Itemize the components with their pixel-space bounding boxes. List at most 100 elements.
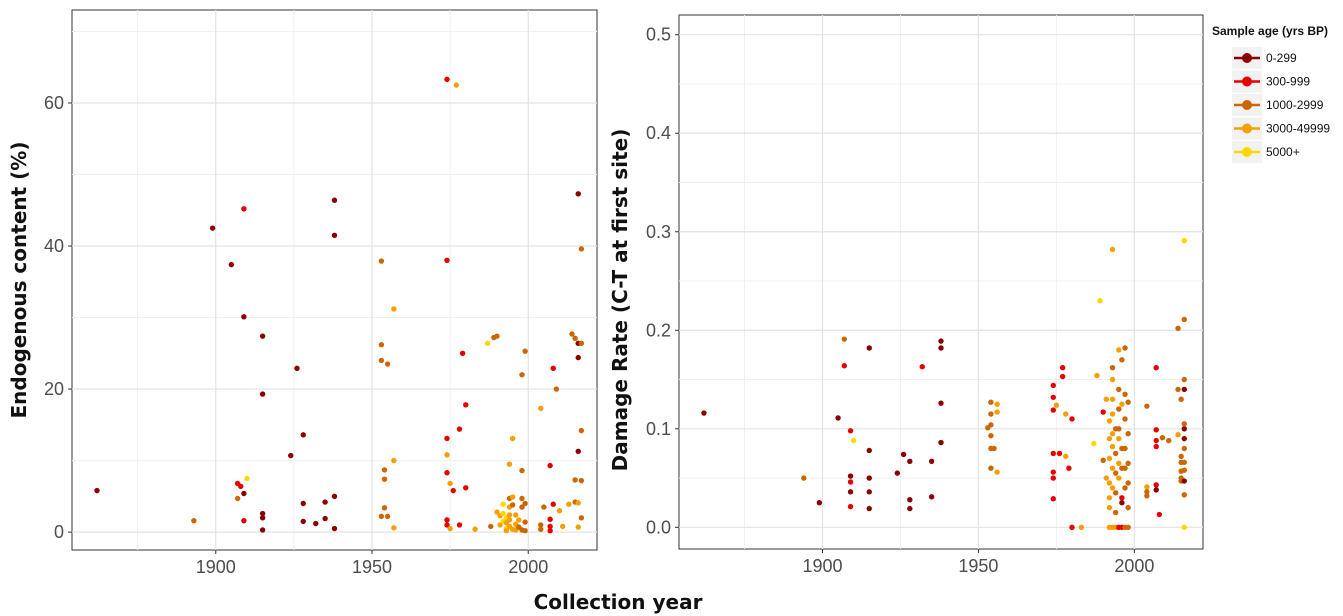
data-point <box>1165 437 1172 444</box>
data-point <box>575 191 581 197</box>
data-point <box>928 494 935 500</box>
legend-key-dot <box>1242 76 1252 87</box>
data-point <box>569 331 575 337</box>
data-point <box>313 520 319 527</box>
x-tick-label: 2000 <box>1114 556 1154 576</box>
x-tick-label: 1900 <box>802 556 842 576</box>
legend-key-dot <box>1242 147 1252 157</box>
data-point <box>1119 499 1125 506</box>
x-tick-labels: 1900 1950 2000 <box>802 549 1154 576</box>
data-point <box>1109 443 1116 450</box>
legend-label: 0-299 <box>1266 51 1297 65</box>
data-point <box>566 501 572 507</box>
data-point <box>447 525 453 532</box>
data-point <box>541 504 547 510</box>
data-point <box>1109 396 1116 402</box>
data-point <box>866 345 872 351</box>
data-point <box>500 510 506 517</box>
legend-item: 0-299 <box>1232 47 1297 69</box>
data-point <box>447 480 453 487</box>
data-point <box>494 333 500 339</box>
x-tick-labels: 1900 1950 2000 <box>196 550 548 577</box>
y-tick-label: 0.5 <box>646 25 671 45</box>
data-point <box>259 333 266 339</box>
data-points <box>94 76 585 534</box>
data-point <box>1109 246 1116 253</box>
data-point <box>1103 396 1110 402</box>
data-point <box>847 489 854 495</box>
data-point <box>1112 490 1119 496</box>
data-point <box>1116 475 1122 481</box>
data-point <box>1100 457 1106 464</box>
data-point <box>1106 455 1113 462</box>
legend-label: 300-999 <box>1266 75 1310 89</box>
data-point <box>384 513 391 520</box>
data-point <box>1053 402 1060 408</box>
data-point <box>453 82 460 88</box>
data-point <box>1112 509 1119 516</box>
plot-background <box>71 9 598 551</box>
data-point <box>547 523 553 530</box>
data-point <box>238 483 244 490</box>
data-point <box>1122 485 1128 491</box>
data-point <box>538 522 544 528</box>
y-tick-label: 0.3 <box>646 222 671 242</box>
data-point <box>1050 450 1056 457</box>
data-point <box>841 336 848 342</box>
data-point <box>801 475 807 481</box>
gridlines <box>72 10 597 550</box>
data-point <box>1181 426 1187 432</box>
data-point <box>1106 504 1113 511</box>
data-point <box>1181 421 1187 427</box>
data-point <box>575 524 581 530</box>
data-point <box>553 386 560 392</box>
y-tick-label: 0.0 <box>646 517 671 537</box>
data-point <box>322 499 328 505</box>
data-point <box>1109 365 1116 371</box>
y-tick-label: 20 <box>44 379 64 399</box>
legend-item: 5000+ <box>1232 141 1300 163</box>
data-point <box>444 435 450 442</box>
data-point <box>1181 478 1187 484</box>
data-point <box>1159 434 1166 441</box>
data-point <box>547 516 553 522</box>
y-tick-labels: 0.0 0.1 0.2 0.3 0.4 0.5 <box>646 25 679 537</box>
data-point <box>1153 437 1159 444</box>
data-point <box>391 525 397 531</box>
data-point <box>1109 485 1116 491</box>
data-point <box>538 405 544 412</box>
data-point <box>322 515 328 522</box>
plot-background <box>678 14 1204 550</box>
data-point <box>919 364 925 370</box>
data-point <box>1153 427 1159 433</box>
data-point <box>988 422 994 428</box>
data-point <box>1175 325 1181 332</box>
data-point <box>938 345 944 351</box>
y-tick-label: 0.1 <box>646 419 671 439</box>
data-point <box>519 504 525 510</box>
data-point <box>988 399 994 405</box>
damage-rate-panel: 1900 1950 2000 0.0 0.1 0.2 0.3 0.4 0.5 Damage R… <box>608 14 1204 576</box>
data-point <box>1119 357 1125 363</box>
data-point <box>866 505 872 512</box>
data-point <box>444 76 450 83</box>
data-point <box>94 487 100 494</box>
data-point <box>1153 482 1159 488</box>
y-tick-label: 0 <box>54 522 64 542</box>
data-point <box>288 452 294 459</box>
data-point <box>1181 467 1187 473</box>
data-point <box>509 435 516 442</box>
data-point <box>259 510 266 517</box>
data-point <box>1106 480 1113 486</box>
legend-items: 0-299 300-999 1000-2999 3000-49999 5000+ <box>1232 47 1330 163</box>
data-point <box>988 432 994 439</box>
data-point <box>241 517 247 524</box>
data-point <box>1144 403 1150 409</box>
data-point <box>1106 495 1113 501</box>
data-point <box>513 512 519 518</box>
data-point <box>484 340 491 346</box>
data-point <box>1097 298 1103 304</box>
data-point <box>500 501 506 507</box>
legend-item: 300-999 <box>1232 70 1310 93</box>
data-point <box>1050 469 1056 475</box>
